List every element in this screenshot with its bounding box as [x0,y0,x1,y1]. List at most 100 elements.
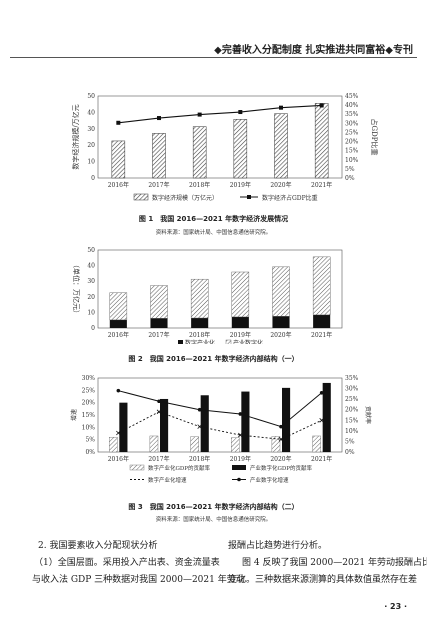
legend-label: 产业数字化GDP的贡献率 [250,464,313,472]
body-right-line: 图 4 反映了我国 2000—2021 年劳动报酬占比的 [242,558,427,568]
y-axis-label: （单位：万亿元） [72,261,81,317]
legend-swatch-hatch [129,464,145,471]
legend-swatch-dark [178,340,183,344]
bar-digital-industrialization [272,316,290,328]
legend-label: 数字经济占GDP比重 [262,194,318,202]
figure-2-chart: 0 10 20 30 40 50 2016年 2017年 2018年 2019年 2020年 2021… [72,247,343,344]
figure-1-caption: 图 1 我国 2016—2021 年数字经济发展情况 [138,215,289,223]
y2-tick-label: 35% [345,111,359,118]
legend-label: 数字经济规模（万亿元） [152,194,218,202]
body-left-line: （1）全国层面。采用投入产出表、资金流量表 [34,558,220,568]
x-tick-label: 2016年 [108,455,129,463]
bar-industrial-digitization [109,292,128,321]
figure-3-source: 资料来源：国家统计局、中国信息通信研究院。 [155,517,272,523]
legend-swatch-dark [232,465,246,470]
y-tick-label: 20 [87,142,95,149]
bar-digital-industrialization-contribution [190,436,199,453]
y-tick-label: 10% [82,424,96,431]
bar-industrial-digitization [150,285,168,319]
y-tick-label: 40 [87,109,95,116]
y2-axis-label: 占GDP比重 [370,119,379,156]
body-left-line: 2. 我国要素收入分配现状分析 [38,541,158,551]
bar-industrial-digitization [312,256,331,316]
x-tick-label: 2018年 [189,455,210,463]
bar-digital-economy-scale [274,113,288,179]
bar-industrial-digitization [190,278,209,319]
y-tick-label: 50 [87,93,95,100]
y2-tick-label: 10% [345,428,359,435]
y2-tick-label: 20% [345,139,359,146]
bar-industrial-digitization-contribution [282,387,291,452]
y-axis-label: 数字经济规模/万亿元 [71,104,80,169]
y-tick-label: 5% [85,437,95,444]
y-axis-label: 增速 [70,409,78,421]
point-gdp-share [319,103,324,108]
bar-digital-economy-scale [192,126,207,179]
bar-digital-industrialization [231,316,249,328]
y-tick-label: 20 [87,294,95,301]
line-industrial-digitization-growth [118,390,322,428]
y2-axis-label: 贡献率 [364,406,372,424]
point-digital-industrialization-growth [278,437,284,442]
x-tick-label: 2017年 [148,455,169,463]
x-tick-label: 2019年 [230,455,251,463]
bar-industrial-digitization-contribution [160,398,169,452]
x-tick-label: 2021年 [311,331,332,339]
point-digital-industrialization-growth [197,424,202,429]
bar-digital-industrialization [313,314,331,328]
plot-frame [97,249,343,329]
point-industrial-digitization-growth [238,412,243,416]
bar-digital-industrialization-contribution [109,436,118,453]
point-industrial-digitization-growth [116,388,121,393]
bar-digital-economy-scale [314,103,329,179]
y-tick-label: 30 [87,126,95,133]
bar-digital-industrialization [109,319,127,328]
bar-industrial-digitization [231,271,250,318]
line-digital-industrialization-growth [118,411,322,440]
body-right-line: 报酬占比趋势进行分析。 [228,541,328,551]
point-digital-industrialization-growth [116,430,121,436]
legend-swatch-bars [133,193,149,201]
plot-frame [97,377,343,453]
y2-tick-label: 0% [345,175,355,182]
bar-digital-industrialization-contribution [312,435,321,453]
point-industrial-digitization-growth [319,391,324,395]
x-tick-label: 2016年 [108,331,129,339]
bar-industrial-digitization [272,266,290,317]
x-tick-label: 2021年 [311,181,332,189]
y2-tick-label: 25% [345,396,359,403]
line-gdp-share [118,104,322,124]
y2-tick-label: 15% [345,417,359,424]
header-rule [10,57,417,58]
bar-digital-industrialization [191,318,209,328]
y-tick-label: 10 [87,159,95,166]
bar-digital-industrialization-contribution [271,436,281,453]
x-tick-label: 2021年 [311,455,332,463]
figure-2-caption: 图 2 我国 2016—2021 年数字经济内部结构（一） [128,355,299,363]
bar-industrial-digitization-contribution [241,391,250,452]
y2-tick-label: 45% [345,93,359,100]
y-tick-label: 40 [87,263,95,270]
figure-1-source: 资料来源：国家统计局、中国信息通信研究院。 [155,230,272,236]
body-left-line: 与收入法 GDP 三种数据对我国 2000—2021 年劳动 [32,575,245,585]
figure-1-chart: 0 10 20 30 40 50 0% 5% 10% 15% 20% 25% 30% 35% 40% 45% 2… [71,93,379,202]
y2-tick-label: 0% [345,449,355,456]
x-tick-label: 2020年 [270,181,291,189]
bar-digital-industrialization-contribution [230,437,240,453]
point-gdp-share [238,110,243,115]
y2-tick-label: 30% [345,120,359,127]
bar-digital-economy-scale [111,140,126,179]
y-tick-label: 0 [91,325,95,332]
y-tick-label: 15% [82,412,96,419]
y2-tick-label: 40% [345,102,359,109]
x-tick-label: 2018年 [189,331,210,339]
y-tick-label: 30 [87,278,95,285]
bar-digital-economy-scale [152,133,166,179]
y-tick-label: 10 [87,309,95,316]
figure-3-caption: 图 3 我国 2016—2021 年数字经济内部结构（二） [128,503,299,511]
point-industrial-digitization-growth [157,399,161,404]
y2-tick-label: 35% [345,375,359,382]
y2-tick-label: 25% [345,129,359,136]
x-tick-label: 2020年 [270,331,291,339]
point-gdp-share [279,105,283,110]
